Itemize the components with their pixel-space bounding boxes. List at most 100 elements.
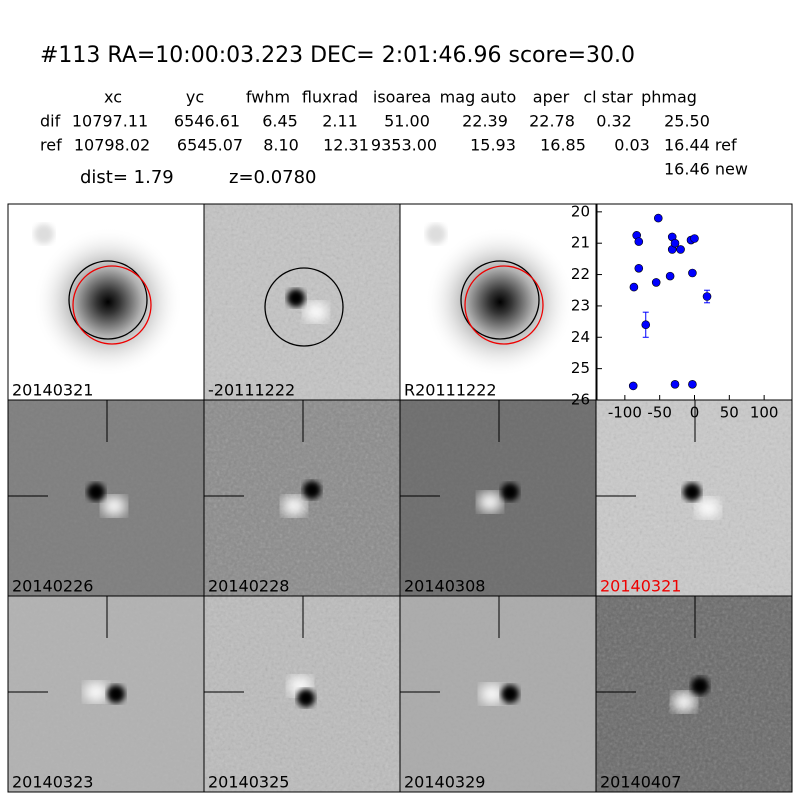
point: [676, 245, 685, 254]
image: [400, 596, 596, 792]
image-panels: 20140321 -20111222 R20111222 20140226 201402…: [7, 203, 793, 793]
row-label: ref: [40, 136, 62, 155]
image: [596, 596, 792, 792]
point: [688, 380, 697, 389]
image: [204, 204, 400, 400]
column-header: yc: [186, 88, 204, 107]
point: [653, 213, 663, 223]
bright-lobe: [672, 692, 696, 712]
point: [629, 282, 639, 292]
panel-label: 20140308: [404, 577, 485, 596]
panel-label: -20111222: [208, 381, 295, 400]
aperture: [68, 260, 148, 340]
blob: [34, 224, 54, 244]
x-tick-label: 50: [720, 404, 739, 422]
dark-lobe: [303, 481, 321, 499]
panel-label: 20140407: [600, 773, 681, 792]
point: [690, 234, 699, 243]
aperture-ref: [464, 265, 544, 345]
bright-lobe: [282, 496, 306, 516]
cell: 2.11: [322, 112, 358, 131]
stats-table: xc yc fwhm fluxrad isoarea mag auto aper cl sta…: [40, 88, 737, 155]
image-panel: 20140407: [595, 595, 793, 793]
dark-lobe: [107, 685, 125, 703]
bright-lobe: [102, 496, 126, 516]
point: [651, 278, 661, 287]
y-tick-label: 21: [571, 234, 590, 252]
dark-lobe: [501, 483, 519, 501]
galaxy: [33, 227, 183, 377]
image-panel: 20140323: [7, 595, 205, 793]
image: [204, 400, 400, 596]
point: [670, 380, 680, 389]
image: [400, 400, 596, 596]
noise: [204, 400, 400, 596]
cell: 22.39: [462, 112, 508, 131]
cell: 6.45: [262, 112, 298, 131]
aperture: [264, 267, 344, 347]
y-tick-label: 26: [571, 391, 590, 409]
galaxy: [425, 227, 575, 377]
panel-label: 20140321: [12, 381, 93, 400]
panel-label: 20140228: [208, 577, 289, 596]
plot-bg: [596, 203, 793, 401]
dark-lobe: [87, 483, 105, 501]
y-tick-label: 22: [571, 265, 590, 283]
image-panel: 20140329: [399, 595, 597, 793]
dark-lobe: [683, 483, 701, 501]
point: [688, 268, 697, 278]
column-header: phmag: [641, 88, 697, 107]
cell: 6545.07: [177, 136, 243, 155]
image-panel: R20111222: [399, 203, 597, 401]
aperture: [460, 260, 540, 340]
x-tick-label: -50: [647, 404, 672, 422]
point: [702, 292, 712, 301]
image-panel: -20111222: [203, 203, 401, 401]
point: [634, 237, 644, 246]
noise: [8, 400, 204, 596]
y-tick-label: 24: [571, 328, 590, 346]
column-header: xc: [104, 88, 122, 107]
image-panel: 20140226: [7, 399, 205, 597]
cell: 16.85: [540, 136, 586, 155]
noise: [596, 596, 792, 792]
image: [8, 204, 204, 400]
image: [400, 204, 596, 400]
bright-lobe: [304, 302, 328, 322]
cell: 0.32: [596, 112, 632, 131]
x-tick-label: -100: [608, 404, 642, 422]
panel-label: 20140321: [600, 577, 681, 596]
dark-lobe: [297, 689, 315, 707]
cell: 22.78: [529, 112, 575, 131]
cell: 12.31: [323, 136, 369, 155]
cell: 0.03: [614, 136, 650, 155]
lightcurve-plot: -100 -50 0 50 100 20 21 22 23 24 25 26: [571, 202, 793, 422]
column-header: cl star: [583, 88, 633, 107]
row-label: dif: [40, 112, 61, 131]
blob: [426, 224, 446, 244]
dark-lobe: [287, 289, 305, 307]
image: [8, 400, 204, 596]
cell: 8.10: [263, 136, 299, 155]
dark-lobe: [501, 685, 519, 703]
bright-lobe: [478, 492, 502, 512]
y-tick-label: 20: [571, 202, 590, 220]
bright-lobe: [84, 682, 108, 702]
cell: 51.00: [384, 112, 430, 131]
panel-label: R20111222: [404, 381, 497, 400]
cell: 10797.11: [72, 112, 148, 131]
bright-lobe: [696, 498, 720, 518]
cell: 15.93: [470, 136, 516, 155]
panel-label: 20140323: [12, 773, 93, 792]
image-panel: 20140321: [7, 203, 205, 401]
point: [641, 320, 651, 330]
dist: dist= 1.79: [80, 167, 174, 188]
cell: 16.44 ref: [664, 136, 737, 155]
title: #113 RA=10:00:03.223 DEC= 2:01:46.96 sco…: [40, 43, 635, 68]
point: [634, 263, 644, 273]
y-tick-label: 23: [571, 296, 590, 314]
column-header: fluxrad: [302, 88, 358, 107]
panel-label: 20140325: [208, 773, 289, 792]
image: [204, 596, 400, 792]
